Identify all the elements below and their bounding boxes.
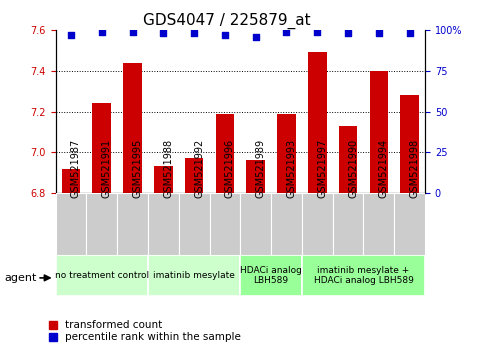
Bar [271, 193, 302, 255]
Point [252, 34, 259, 39]
Bar [215, 114, 234, 193]
Bar [86, 193, 117, 255]
Point [221, 32, 229, 38]
Bar [179, 193, 210, 255]
Text: GSM521997: GSM521997 [317, 139, 327, 198]
Point [159, 30, 167, 36]
Text: GSM521988: GSM521988 [163, 139, 173, 198]
Bar [210, 193, 240, 255]
Bar [154, 166, 172, 193]
Bar [240, 193, 271, 255]
Legend: transformed count, percentile rank within the sample: transformed count, percentile rank withi… [49, 320, 241, 342]
Text: GDS4047 / 225879_at: GDS4047 / 225879_at [143, 12, 311, 29]
Text: GSM521991: GSM521991 [102, 139, 112, 198]
Bar [62, 169, 80, 193]
Text: GSM521998: GSM521998 [410, 139, 420, 198]
Bar [246, 160, 265, 193]
Text: GSM521996: GSM521996 [225, 139, 235, 198]
Bar [364, 193, 394, 255]
Text: GSM521989: GSM521989 [256, 139, 266, 198]
Text: imatinib mesylate: imatinib mesylate [153, 271, 235, 280]
Bar [302, 193, 333, 255]
Bar [123, 63, 142, 193]
Bar [56, 193, 86, 255]
Point [313, 29, 321, 35]
Text: GSM521992: GSM521992 [194, 139, 204, 198]
Bar [369, 71, 388, 193]
Bar [92, 103, 111, 193]
Text: GSM521995: GSM521995 [132, 139, 142, 198]
Bar [185, 158, 203, 193]
Point [67, 32, 75, 38]
Point [190, 30, 198, 36]
Point [283, 29, 290, 35]
Text: HDACi analog
LBH589: HDACi analog LBH589 [240, 266, 302, 285]
Bar [308, 52, 327, 193]
Point [375, 30, 383, 36]
Text: GSM521987: GSM521987 [71, 139, 81, 198]
Bar [394, 193, 425, 255]
Bar [117, 193, 148, 255]
Text: no treatment control: no treatment control [55, 271, 149, 280]
Bar [277, 114, 296, 193]
Bar [148, 255, 241, 296]
Bar [56, 255, 148, 296]
Point [344, 30, 352, 36]
Text: imatinib mesylate +
HDACi analog LBH589: imatinib mesylate + HDACi analog LBH589 [313, 266, 413, 285]
Bar [240, 255, 302, 296]
Text: agent: agent [5, 273, 37, 283]
Point [128, 29, 136, 35]
Bar [333, 193, 364, 255]
Text: GSM521994: GSM521994 [379, 139, 389, 198]
Bar [302, 255, 425, 296]
Point [98, 29, 106, 35]
Text: GSM521993: GSM521993 [286, 139, 297, 198]
Bar [400, 95, 419, 193]
Bar [339, 126, 357, 193]
Point [406, 30, 413, 36]
Text: GSM521990: GSM521990 [348, 139, 358, 198]
Bar [148, 193, 179, 255]
